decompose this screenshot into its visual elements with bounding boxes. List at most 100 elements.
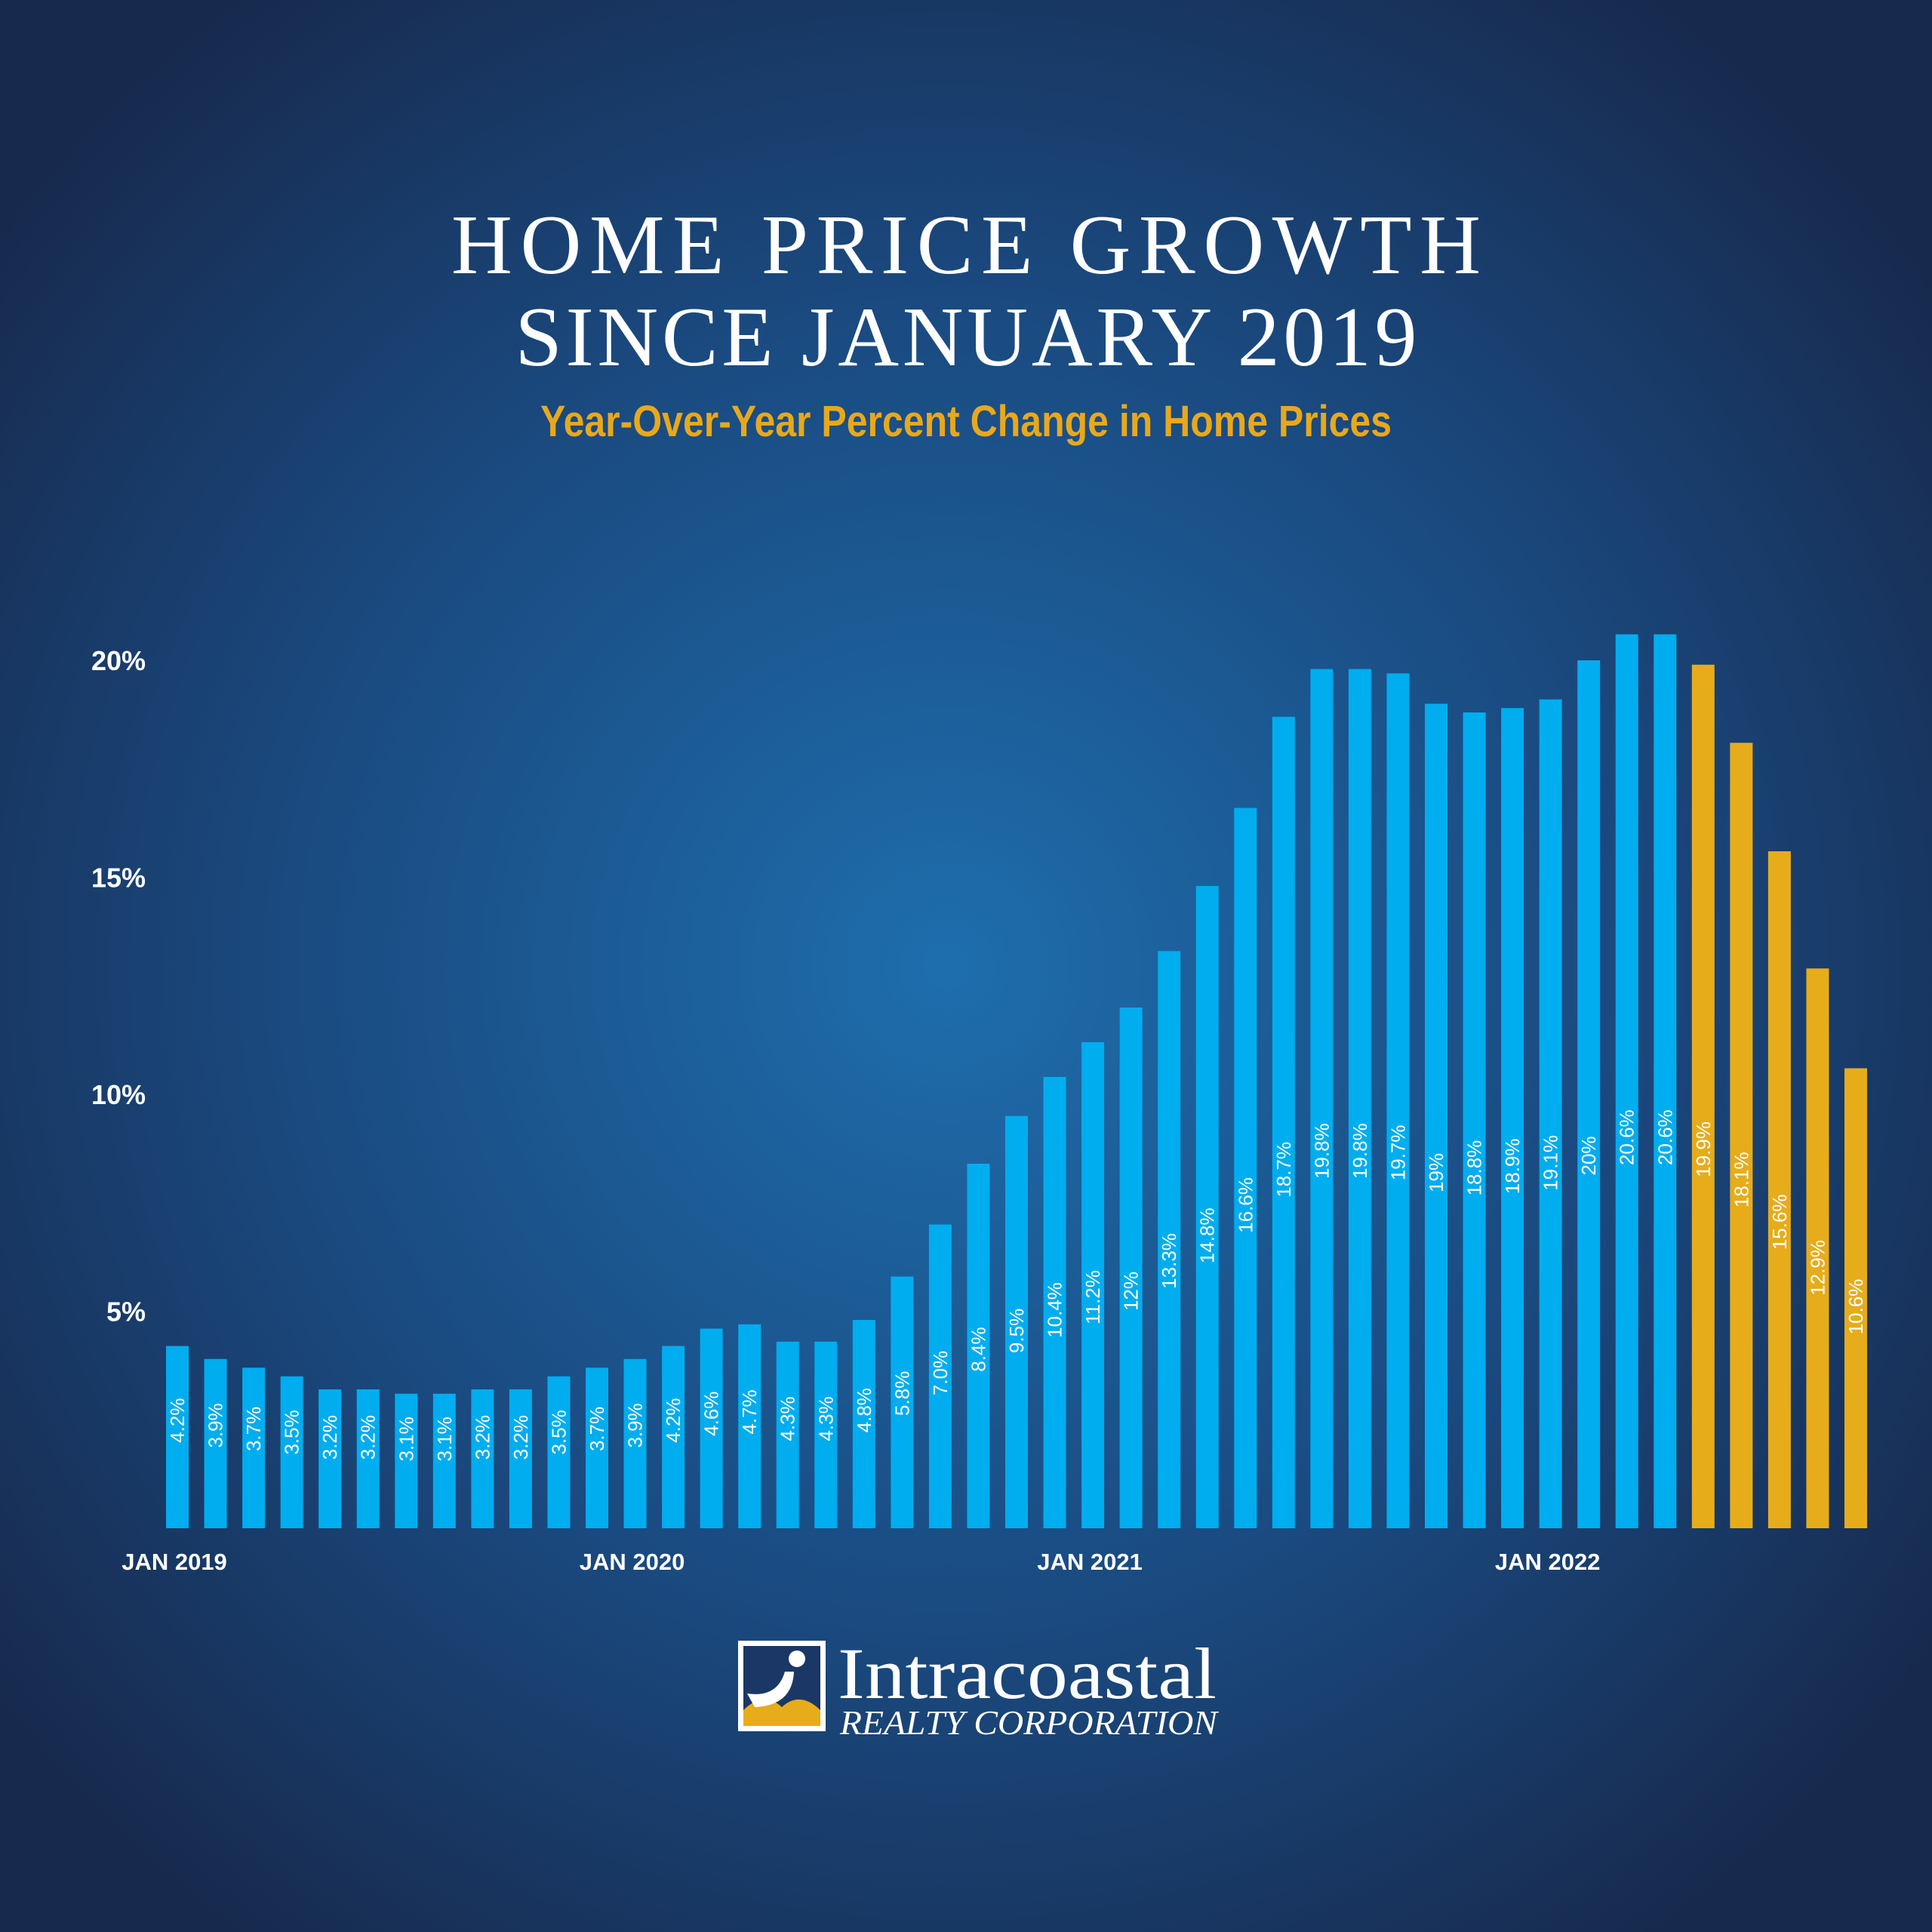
- bar: [928, 1224, 952, 1528]
- bar: [1081, 1042, 1105, 1528]
- bar: [1806, 968, 1829, 1528]
- value-label: 8.4%: [967, 1327, 989, 1371]
- bar: [471, 1389, 494, 1528]
- value-label: 18.1%: [1730, 1152, 1752, 1208]
- value-label: 10.4%: [1044, 1282, 1066, 1338]
- y-tick-label: 15%: [91, 863, 146, 894]
- value-label: 18.8%: [1463, 1140, 1486, 1196]
- bar: [1425, 703, 1447, 1528]
- value-label: 13.3%: [1158, 1233, 1180, 1289]
- value-label: 15.6%: [1768, 1194, 1791, 1250]
- bar: [814, 1341, 838, 1528]
- value-label: 14.8%: [1196, 1208, 1219, 1263]
- value-label: 3.5%: [547, 1410, 570, 1454]
- bar: [1195, 886, 1219, 1528]
- bar: [242, 1367, 266, 1528]
- logo-dot: [789, 1651, 805, 1667]
- logo: Intracoastal REALTY CORPORATION: [738, 1633, 1219, 1742]
- bar: [204, 1358, 227, 1528]
- bar: [395, 1393, 418, 1528]
- x-tick-label: JAN 2019: [122, 1549, 227, 1575]
- value-label: 18.9%: [1501, 1138, 1524, 1194]
- bar: [700, 1328, 723, 1528]
- y-tick-label: 5%: [106, 1297, 146, 1327]
- value-label: 19.8%: [1310, 1123, 1333, 1179]
- bar: [280, 1376, 303, 1528]
- chart-title: HOME PRICE GROWTH: [451, 198, 1481, 292]
- bar: [1119, 1008, 1143, 1528]
- bar: [1234, 808, 1257, 1528]
- y-tick-label: 20%: [91, 645, 146, 676]
- value-label: 3.9%: [205, 1403, 227, 1447]
- value-label: 3.2%: [509, 1415, 532, 1460]
- value-label: 3.9%: [624, 1403, 647, 1447]
- bar: [1386, 673, 1410, 1528]
- logo-tagline: REALTY CORPORATION: [839, 1703, 1219, 1742]
- value-label: 3.2%: [318, 1415, 341, 1460]
- bar: [1043, 1077, 1066, 1528]
- x-tick-label: JAN 2020: [580, 1549, 685, 1575]
- value-label: 11.2%: [1081, 1270, 1104, 1324]
- value-label: 4.3%: [814, 1396, 837, 1441]
- bar: [586, 1367, 608, 1528]
- value-label: 9.5%: [1005, 1309, 1028, 1353]
- value-label: 7.0%: [929, 1351, 952, 1395]
- bar: [1463, 712, 1486, 1528]
- value-label: 12%: [1120, 1272, 1143, 1311]
- value-label: 3.7%: [586, 1407, 608, 1451]
- value-label: 4.3%: [777, 1396, 799, 1441]
- value-label: 10.6%: [1844, 1279, 1867, 1335]
- bar: [432, 1393, 456, 1528]
- bar: [662, 1346, 685, 1528]
- bar: [547, 1376, 571, 1528]
- bar: [1615, 634, 1638, 1528]
- value-label: 3.2%: [357, 1415, 380, 1460]
- value-label: 12.9%: [1806, 1240, 1829, 1296]
- value-label: 20%: [1577, 1136, 1600, 1175]
- value-label: 19.1%: [1540, 1135, 1562, 1191]
- value-label: 19.8%: [1349, 1123, 1371, 1179]
- bar: [967, 1164, 990, 1528]
- bar: [1310, 669, 1334, 1528]
- value-label: 20.6%: [1616, 1109, 1638, 1165]
- bar: [356, 1389, 380, 1528]
- bar: [1767, 851, 1791, 1528]
- bar: [166, 1346, 189, 1528]
- value-label: 3.5%: [281, 1410, 303, 1454]
- value-label: 3.7%: [242, 1407, 265, 1451]
- value-label: 16.6%: [1234, 1177, 1257, 1233]
- bar: [1158, 951, 1181, 1528]
- value-label: 4.2%: [662, 1398, 685, 1443]
- bar: [1348, 669, 1371, 1528]
- bar: [1654, 634, 1677, 1528]
- bar: [1501, 708, 1524, 1528]
- bar: [1272, 716, 1295, 1528]
- value-label: 19.9%: [1692, 1121, 1715, 1177]
- bar: [852, 1320, 875, 1528]
- chart-subtitle: Year-Over-Year Percent Change in Home Pr…: [540, 397, 1392, 446]
- value-label: 19%: [1425, 1153, 1447, 1192]
- bar: [318, 1389, 342, 1528]
- value-label: 4.2%: [166, 1398, 189, 1443]
- bar: [1730, 743, 1753, 1528]
- bar: [1844, 1068, 1867, 1528]
- bar: [1539, 699, 1562, 1528]
- bar: [1005, 1115, 1028, 1528]
- y-tick-label: 10%: [91, 1079, 146, 1110]
- bar: [623, 1358, 647, 1528]
- x-tick-label: JAN 2021: [1037, 1549, 1143, 1575]
- value-label: 20.6%: [1654, 1109, 1676, 1165]
- logo-swoosh: [747, 1672, 794, 1707]
- bar: [891, 1276, 914, 1528]
- bar: [509, 1389, 532, 1528]
- value-label: 5.8%: [891, 1371, 913, 1416]
- value-label: 3.1%: [395, 1417, 417, 1461]
- value-label: 4.8%: [853, 1388, 875, 1432]
- bar: [1577, 660, 1601, 1528]
- value-label: 4.6%: [700, 1392, 723, 1436]
- value-label: 4.7%: [738, 1389, 761, 1434]
- value-label: 3.1%: [433, 1417, 456, 1461]
- bar: [738, 1324, 761, 1528]
